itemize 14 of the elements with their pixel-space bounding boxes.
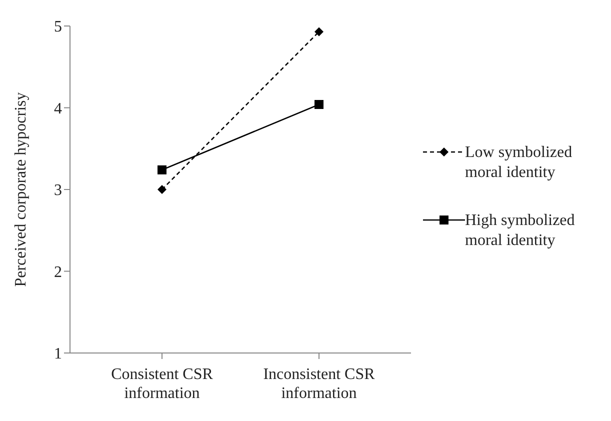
y-axis-title: Perceived corporate hypocrisy — [12, 92, 30, 287]
point — [158, 165, 166, 174]
x-tick-label: Inconsistent CSR information — [263, 366, 376, 402]
y-tick-label: 1 — [54, 346, 62, 363]
y-tick-label: 4 — [54, 100, 62, 118]
y-tick-label: 2 — [54, 264, 62, 281]
y-tick-label: 3 — [54, 182, 62, 200]
legend-label: Low symbolized moral identity — [465, 142, 572, 182]
x-tick-label: Consistent CSR information — [111, 366, 214, 402]
y-tick-label: 5 — [54, 18, 62, 36]
point — [158, 185, 166, 194]
point — [314, 100, 324, 109]
legend-label: High symbolized moral identity — [465, 210, 575, 250]
point — [314, 27, 324, 36]
